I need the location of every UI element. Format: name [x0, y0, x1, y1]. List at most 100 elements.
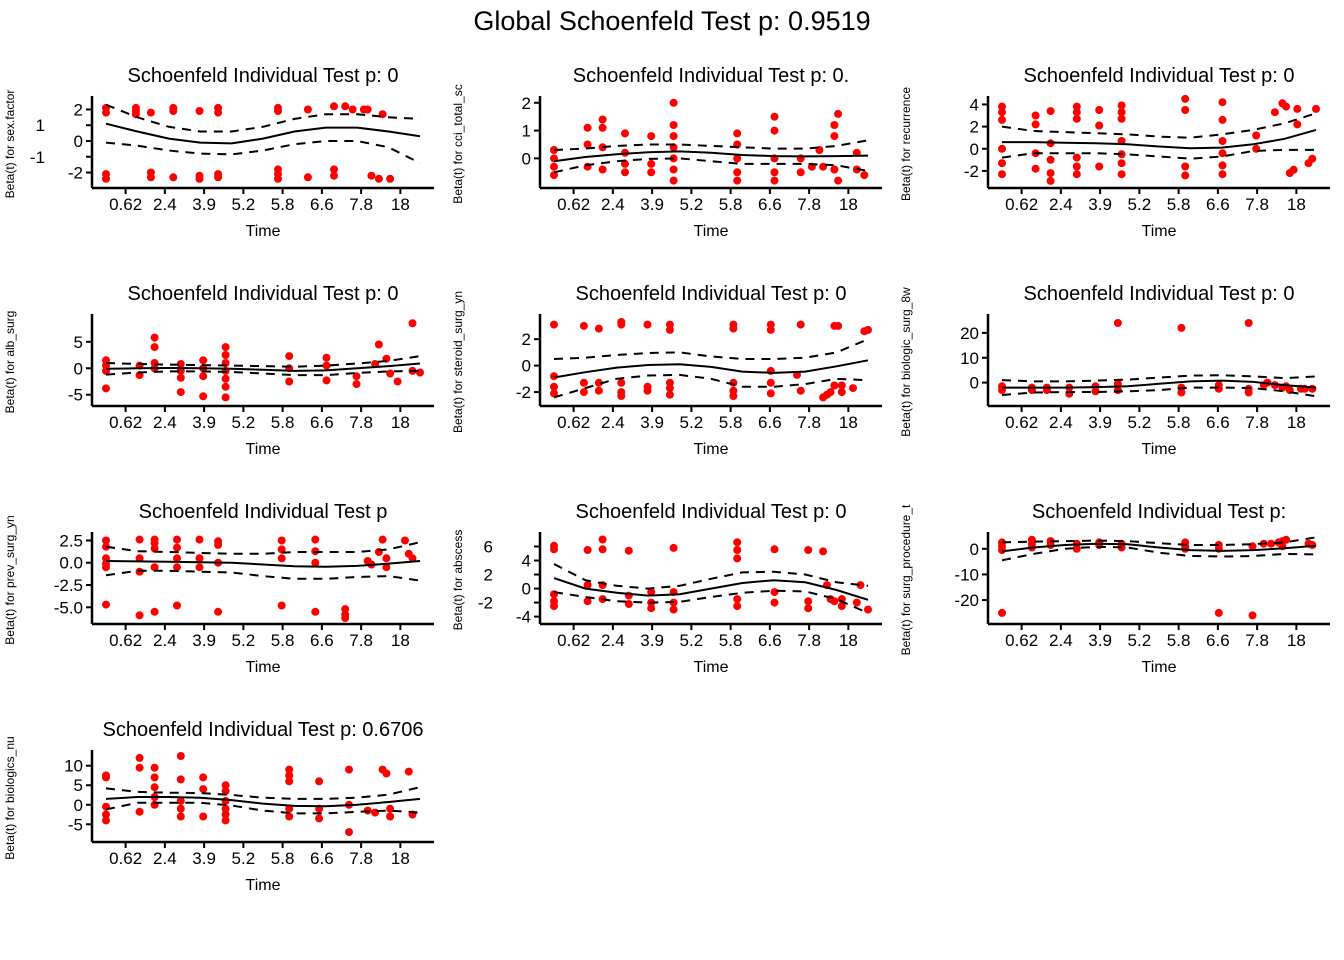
- residual-point: [408, 554, 417, 563]
- residual-point: [221, 374, 230, 383]
- residual-point: [315, 814, 324, 823]
- y-axis-label: Beta(t) for prev_surg_yn: [3, 515, 17, 644]
- x-tick-label: 18: [839, 631, 858, 650]
- residual-point: [393, 377, 402, 386]
- y-tick-label: 0: [74, 359, 83, 378]
- residual-point: [647, 159, 656, 168]
- residual-point: [315, 777, 324, 786]
- residual-point: [135, 807, 144, 816]
- residual-point: [1218, 115, 1227, 124]
- residual-point: [770, 176, 779, 185]
- x-tick-label: 7.8: [1245, 195, 1269, 214]
- residual-point: [830, 165, 839, 174]
- panel-title: Schoenfeld Individual Test p: 0.: [573, 65, 849, 87]
- residual-point: [665, 384, 674, 393]
- residual-point: [998, 608, 1006, 617]
- residual-point: [998, 115, 1006, 124]
- x-axis-label: Time: [246, 877, 281, 894]
- residual-point: [1031, 111, 1040, 120]
- y-tick-label: -10: [954, 565, 979, 584]
- residual-point: [341, 102, 350, 111]
- x-tick-label: 5.2: [1128, 631, 1152, 650]
- residual-point: [1031, 120, 1040, 129]
- x-tick-label: 3.9: [640, 413, 664, 432]
- residual-point: [173, 535, 181, 544]
- y-tick-label: 10: [64, 757, 83, 776]
- residual-point: [1046, 155, 1055, 164]
- residual-point: [150, 783, 159, 792]
- x-axis-label: Time: [246, 659, 281, 676]
- x-tick-label: 2.4: [601, 195, 625, 214]
- residual-point: [285, 377, 294, 386]
- residual-point: [733, 168, 742, 177]
- residual-point: [311, 535, 320, 544]
- residual-point: [169, 173, 178, 182]
- residual-point: [330, 165, 338, 174]
- panel-title: Schoenfeld Individual Test p: 0.6706: [103, 719, 424, 741]
- beta-fit-line: [553, 359, 869, 379]
- y-tick-label: 0: [970, 374, 979, 393]
- residual-point: [583, 597, 592, 606]
- residual-point: [729, 324, 738, 333]
- residual-point: [102, 810, 110, 819]
- residual-point: [173, 554, 181, 563]
- residual-point: [1181, 162, 1190, 171]
- residual-point: [277, 536, 286, 545]
- x-tick-label: 7.8: [1245, 413, 1269, 432]
- x-tick-label: 2.4: [1049, 413, 1073, 432]
- x-tick-label: 3.9: [192, 631, 216, 650]
- lower-confidence-band: [1001, 545, 1317, 562]
- residual-point: [770, 126, 779, 135]
- x-tick-label: 5.8: [1167, 195, 1191, 214]
- residual-point: [830, 132, 839, 141]
- x-tick-label: 5.2: [232, 413, 256, 432]
- residual-point: [352, 372, 361, 381]
- residual-point: [1244, 388, 1253, 397]
- residual-point: [849, 384, 857, 393]
- y-tick-label: -2: [964, 162, 979, 181]
- residual-point: [169, 107, 178, 115]
- lower-confidence-band: [105, 140, 421, 164]
- beta-fit-line: [553, 150, 869, 163]
- residual-point: [199, 356, 208, 365]
- residual-point: [550, 372, 558, 381]
- residual-point: [598, 535, 607, 544]
- residual-point: [401, 536, 409, 545]
- y-tick-label: 10: [960, 349, 979, 368]
- x-axis-label: Time: [1142, 223, 1177, 240]
- residual-point: [277, 601, 286, 610]
- residual-point: [856, 581, 865, 590]
- y-tick-label: 5: [74, 776, 83, 795]
- lower-confidence-band: [553, 589, 869, 615]
- residual-point: [647, 132, 656, 141]
- x-tick-label: 7.8: [797, 631, 821, 650]
- residual-point: [830, 597, 839, 606]
- y-tick-label: 2: [970, 118, 979, 137]
- x-tick-label: 5.8: [1167, 631, 1191, 650]
- residual-point: [1218, 137, 1227, 145]
- residual-point: [733, 595, 742, 604]
- panel-title: Schoenfeld Individual Test p: 0: [1024, 65, 1295, 87]
- residual-point: [550, 545, 558, 554]
- residual-point: [804, 604, 813, 613]
- residual-point: [1218, 149, 1227, 158]
- residual-point: [285, 771, 294, 780]
- residual-point: [1282, 535, 1291, 544]
- residual-point: [583, 581, 592, 590]
- residual-point: [102, 536, 110, 545]
- y-tick-label: 1: [36, 116, 45, 135]
- residual-point: [311, 558, 320, 567]
- x-tick-label: 18: [391, 631, 410, 650]
- residual-point: [733, 554, 742, 563]
- residual-point: [199, 773, 208, 782]
- residual-point: [733, 538, 742, 547]
- residual-point: [131, 110, 140, 119]
- x-tick-label: 0.62: [109, 195, 142, 214]
- x-tick-label: 2.4: [1049, 631, 1073, 650]
- x-tick-label: 7.8: [1245, 631, 1269, 650]
- residual-point: [733, 546, 742, 554]
- x-tick-label: 18: [1287, 195, 1306, 214]
- x-axis-label: Time: [1142, 659, 1177, 676]
- x-tick-label: 18: [839, 195, 858, 214]
- x-tick-label: 18: [839, 413, 858, 432]
